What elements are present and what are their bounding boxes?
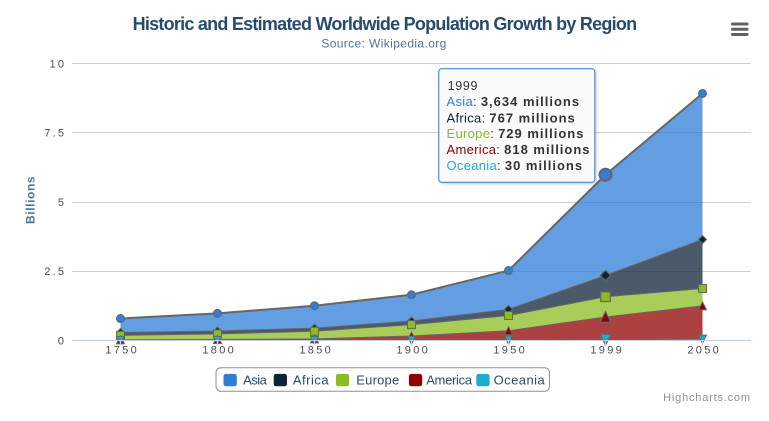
- svg-text:Asia: 3,634 millions: Asia: 3,634 millions: [447, 94, 581, 109]
- svg-text:Europe: 729 millions: Europe: 729 millions: [447, 126, 585, 141]
- svg-text:1750: 1750: [105, 344, 139, 356]
- svg-text:Oceania: Oceania: [494, 372, 546, 387]
- svg-text:2050: 2050: [687, 344, 721, 356]
- svg-text:1950: 1950: [493, 344, 527, 356]
- svg-text:0: 0: [58, 335, 66, 347]
- svg-text:2.5: 2.5: [44, 266, 66, 278]
- svg-text:America: America: [426, 372, 473, 387]
- svg-text:1800: 1800: [202, 344, 236, 356]
- svg-text:1900: 1900: [396, 344, 430, 356]
- svg-text:7.5: 7.5: [44, 128, 66, 140]
- svg-text:Historic and Estimated Worldwi: Historic and Estimated Worldwide Populat…: [133, 14, 637, 34]
- svg-text:Asia: Asia: [243, 372, 268, 387]
- svg-text:1999: 1999: [590, 344, 624, 356]
- svg-text:Highcharts.com: Highcharts.com: [663, 392, 751, 404]
- svg-text:10: 10: [50, 58, 67, 70]
- svg-text:1999: 1999: [448, 79, 479, 93]
- svg-text:5: 5: [58, 197, 66, 209]
- svg-text:1850: 1850: [299, 344, 333, 356]
- svg-text:Oceania: 30 millions: Oceania: 30 millions: [447, 158, 584, 173]
- svg-text:Africa: 767 millions: Africa: 767 millions: [447, 110, 576, 125]
- svg-text:Source: Wikipedia.org: Source: Wikipedia.org: [321, 36, 446, 50]
- svg-text:America: 818 millions: America: 818 millions: [447, 142, 591, 157]
- svg-text:Europe: Europe: [356, 372, 399, 387]
- svg-text:Africa: Africa: [293, 372, 330, 387]
- svg-text:Billions: Billions: [24, 176, 38, 224]
